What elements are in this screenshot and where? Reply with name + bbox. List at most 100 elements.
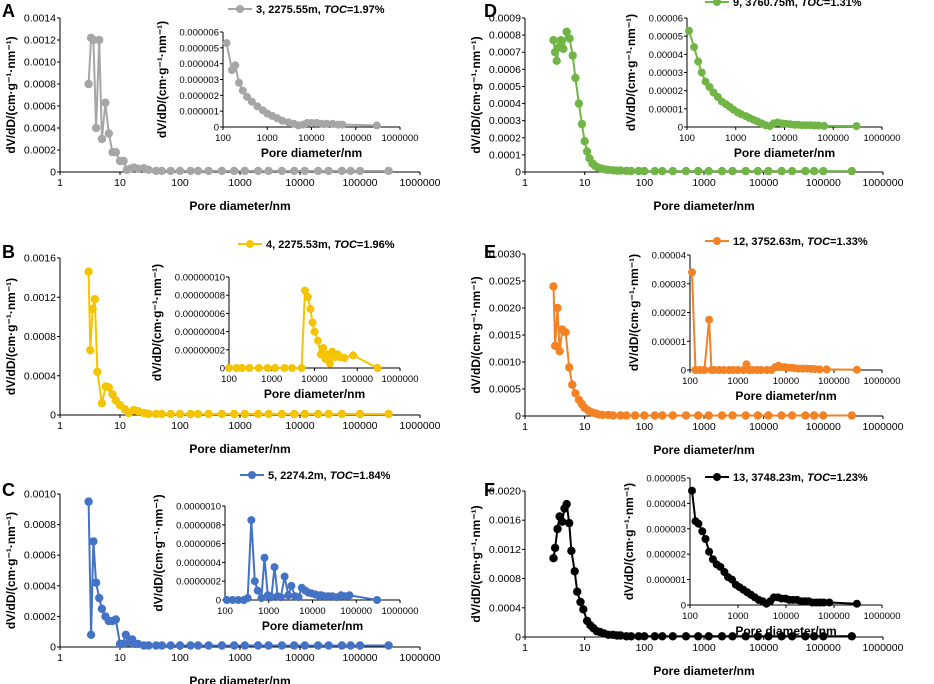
inset-y-tick-label: 0.000003 [179, 75, 219, 86]
main-x-tick-label: 1000000 [400, 652, 441, 664]
main-data-point [166, 641, 175, 650]
inset-series-line [688, 30, 857, 128]
inset-x-axis-label: Pore diameter/nm [262, 619, 363, 633]
main-data-point [144, 165, 153, 174]
inset-data-point [280, 364, 289, 372]
main-data-point [847, 411, 856, 420]
panel-letter: A [2, 1, 15, 21]
inset-data-point [373, 364, 382, 372]
inset-y-tick-label: 0.00003 [652, 279, 686, 290]
inset-x-tick-label: 100000 [341, 374, 373, 385]
inset-x-tick-label: 100000 [818, 376, 850, 387]
inset-data-point [250, 577, 259, 586]
main-x-tick-label: 1000 [228, 420, 252, 432]
main-x-tick-label: 10 [579, 642, 591, 654]
main-x-tick-label: 10000 [749, 421, 778, 433]
main-data-point [555, 347, 564, 356]
panel-d: D1 10 100 1000 10000 100000 100000000.00010.00… [469, 0, 904, 213]
main-data-point [324, 409, 333, 419]
main-x-tick-label: 10000 [285, 420, 314, 432]
inset-data-point [253, 102, 262, 111]
main-data-point [240, 409, 249, 419]
main-data-point [681, 166, 691, 176]
main-y-tick-label: 0 [515, 632, 521, 644]
main-data-point [264, 641, 273, 650]
legend-toc-value: =1.96% [357, 239, 395, 251]
main-data-point [681, 411, 691, 420]
main-data-point [549, 554, 558, 563]
legend-label: 4, 2275.53m, TOC=1.96% [266, 239, 395, 251]
inset-data-point [228, 596, 237, 604]
main-y-axis-label: dV/dD/(cm·g⁻¹·nm⁻¹) [469, 505, 483, 622]
main-y-tick-label: 0.0020 [489, 303, 521, 315]
panel-c: C1 10 100 1000 10000 100000 100000000.00020.00… [2, 470, 441, 684]
main-data-point [658, 632, 667, 641]
legend-marker [713, 0, 721, 6]
main-data-point [240, 641, 249, 650]
main-data-point [801, 411, 810, 420]
main-y-tick-label: 0.0008 [489, 30, 521, 42]
main-data-point [97, 134, 107, 144]
main-x-tick-label: 10 [579, 177, 591, 189]
main-data-point [728, 411, 737, 420]
inset-data-point [278, 116, 287, 125]
main-data-point [95, 593, 104, 603]
inset-x-tick-label: 1000000 [382, 374, 419, 385]
main-y-tick-label: 0.0010 [24, 489, 56, 501]
main-data-point [166, 409, 175, 419]
inset-y-tick-label: 0.000001 [179, 107, 219, 118]
main-data-point [577, 119, 587, 129]
main-data-point [91, 578, 101, 587]
inset-data-point [235, 78, 243, 87]
legend-toc-label: TOC [807, 236, 831, 248]
main-y-tick-label: 0.0004 [24, 370, 56, 382]
main-x-tick-label: 1000 [228, 177, 252, 189]
inset-chart: 100 1000 10000 100000 1000000 0 0.000001 0.0000… [622, 474, 901, 639]
main-data-point [230, 641, 239, 650]
inset-y-tick-label: 0.0000008 [176, 520, 221, 531]
main-data-point [626, 632, 636, 641]
inset-data-point [688, 268, 696, 277]
inset-data-point [322, 119, 331, 128]
inset-x-axis-label: Pore diameter/nm [734, 146, 835, 160]
inset-data-point [276, 593, 285, 602]
main-y-tick-label: 0.0001 [489, 149, 521, 161]
main-x-tick-label: 1 [522, 642, 528, 654]
main-x-tick-label: 1 [57, 652, 63, 664]
inset-data-point [340, 354, 349, 362]
main-y-tick-label: 0.0030 [489, 249, 521, 261]
main-data-point [553, 524, 562, 534]
main-y-tick-label: 0.0015 [489, 330, 521, 342]
main-data-point [313, 409, 323, 419]
main-x-tick-label: 100 [171, 652, 189, 664]
main-x-tick-label: 100 [636, 421, 654, 433]
main-data-point [574, 99, 584, 108]
inset-y-tick-label: 0.000005 [179, 43, 219, 54]
main-data-point [121, 630, 130, 639]
main-data-point [84, 497, 93, 506]
main-x-tick-label: 10000 [285, 652, 314, 664]
main-x-tick-label: 1 [57, 177, 63, 189]
inset-x-tick-label: 1000000 [864, 611, 901, 622]
main-data-point [809, 166, 819, 176]
inset-x-tick-label: 10000 [298, 133, 324, 144]
main-x-tick-label: 10000 [749, 177, 778, 189]
main-x-tick-label: 10000 [749, 642, 778, 654]
inset-y-tick-label: 0.00002 [652, 308, 686, 319]
main-x-tick-label: 1000000 [400, 177, 441, 189]
inset-data-point [701, 535, 710, 543]
main-x-axis-label: Pore diameter/nm [653, 199, 754, 213]
inset-series-line [691, 490, 857, 605]
inset-data-point [222, 596, 231, 604]
main-data-point [640, 166, 649, 176]
main-data-point [277, 641, 287, 650]
inset-data-point [294, 593, 303, 602]
main-data-point [819, 411, 828, 420]
inset-x-tick-label: 100 [679, 133, 695, 144]
main-data-point [580, 137, 589, 146]
main-y-tick-label: 0.0006 [489, 64, 521, 76]
main-data-point [562, 27, 571, 36]
inset-data-point [705, 547, 714, 556]
main-data-point [144, 641, 153, 650]
main-data-point [253, 641, 263, 650]
